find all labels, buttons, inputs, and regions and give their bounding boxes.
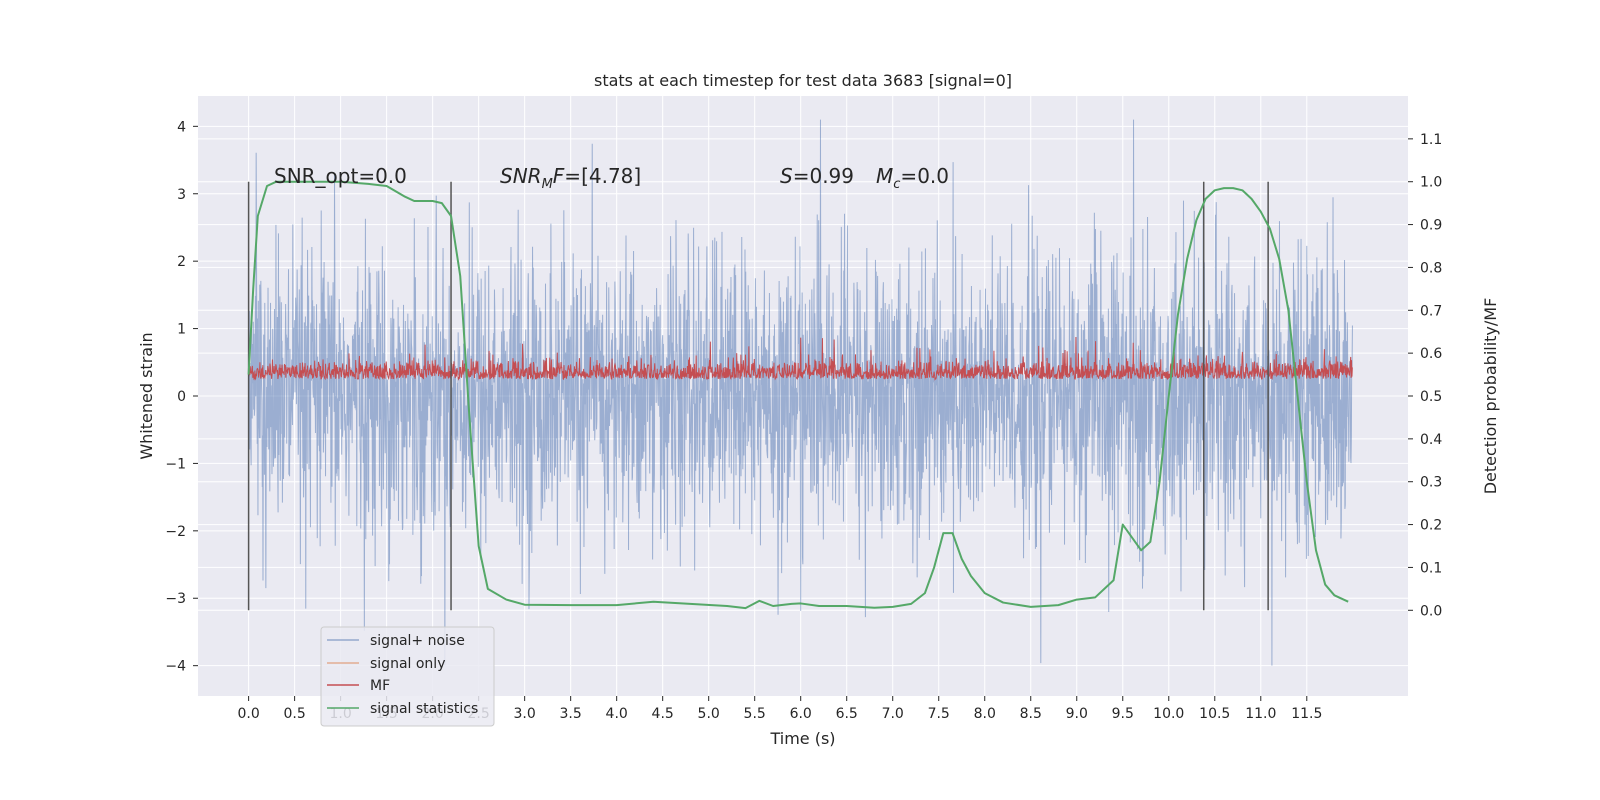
annotation-snr-opt: SNR_opt=0.0 [274,164,407,188]
y-axis-label: Whitened strain [137,332,156,459]
legend-label-signal-only: signal only [370,656,445,672]
y2-tick-label: 0.7 [1420,303,1442,319]
x-axis-label: Time (s) [769,729,835,748]
y-axis-right: 0.0 0.1 0.2 0.3 0.4 0.5 0.6 0.7 0.8 0.9 1.0 1.1 [1408,132,1442,619]
y-tick-label: 3 [177,187,186,203]
x-tick-label: 11.0 [1245,706,1276,722]
annotation-mc: Mc=0.0 [876,164,949,192]
x-tick-label: 0.0 [237,706,259,722]
x-tick-label: 6.0 [790,706,812,722]
mc-value: 0.0 [917,164,949,188]
y-tick-label: −1 [165,456,186,472]
signal-statistics-series [247,180,1349,610]
legend: signal+ noise signal only MF signal stat… [320,626,495,727]
y-tick-label: 1 [177,322,186,338]
y2-tick-label: 0.9 [1420,218,1442,234]
y2-tick-label: 0.8 [1420,260,1442,276]
x-tick-label: 6.5 [836,706,858,722]
x-tick-label: 7.0 [882,706,904,722]
legend-label-mf: MF [370,678,390,694]
signal-noise-series [248,119,1353,666]
y2-tick-label: 0.6 [1420,346,1442,362]
y-tick-label: −4 [165,659,186,675]
y2-tick-label: 0.1 [1420,560,1442,576]
y-tick-label: 0 [177,389,186,405]
mf-series [248,336,1353,381]
y2-tick-label: 1.1 [1420,132,1442,148]
s-value: 0.99 [809,164,854,188]
signal-statistics-line [247,180,1349,610]
annotation-s: S=0.99 [780,164,854,188]
x-tick-label: 4.5 [652,706,674,722]
y-tick-label: 4 [177,119,186,135]
x-tick-label: 11.5 [1291,706,1322,722]
y2-tick-label: 0.2 [1420,518,1442,534]
y2-tick-label: 0.3 [1420,475,1442,491]
x-tick-label: 9.5 [1112,706,1134,722]
y2-tick-label: 0.5 [1420,389,1442,405]
x-tick-label: 5.5 [744,706,766,722]
x-tick-label: 9.0 [1066,706,1088,722]
x-tick-label: 5.0 [698,706,720,722]
legend-label-signal-noise: signal+ noise [370,633,465,649]
x-tick-label: 8.5 [1020,706,1042,722]
x-tick-label: 8.0 [974,706,996,722]
annotation-snr-mf: SNRMF=[4.78] [500,164,641,192]
legend-label-signal-statistics: signal statistics [370,701,478,717]
y-axis-left: −4 −3 −2 −1 0 1 2 3 4 [165,119,198,675]
y2-tick-label: 1.0 [1420,175,1442,191]
y-tick-label: −3 [165,591,186,607]
y2-tick-label: 0.4 [1420,432,1442,448]
x-tick-label: 10.0 [1153,706,1184,722]
vertical-markers [247,181,1269,611]
x-tick-label: 3.0 [514,706,536,722]
legend-box [320,626,495,727]
snr-mf-value: [4.78] [581,164,641,188]
x-tick-label: 3.5 [560,706,582,722]
y2-axis-label: Detection probability/MF [1481,298,1500,495]
x-tick-label: 7.5 [928,706,950,722]
y-tick-label: −2 [165,524,186,540]
y2-tick-label: 0.0 [1420,603,1442,619]
x-tick-label: 0.5 [283,706,305,722]
y-tick-label: 2 [177,254,186,270]
chart-title: stats at each timestep for test data 368… [594,71,1012,90]
mf-line [248,336,1353,381]
x-tick-label: 10.5 [1199,706,1230,722]
signal-noise-line [248,119,1353,666]
x-tick-label: 4.0 [606,706,628,722]
